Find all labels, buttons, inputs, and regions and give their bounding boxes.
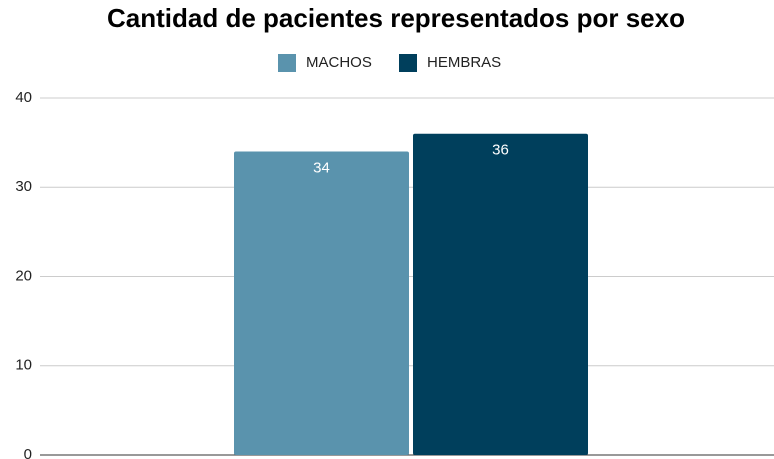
data-label: 34 — [313, 160, 330, 177]
bar — [234, 151, 409, 456]
y-tick-label: 30 — [15, 178, 32, 195]
legend-swatch — [278, 54, 296, 72]
legend-label: MACHOS — [306, 54, 372, 71]
bar — [413, 133, 588, 455]
legend-label: HEMBRAS — [427, 54, 501, 71]
y-tick-label: 40 — [15, 89, 32, 106]
y-tick-label: 10 — [15, 357, 32, 374]
y-tick-label: 20 — [15, 267, 32, 284]
y-tick-label: 0 — [24, 446, 32, 459]
legend-swatch — [399, 54, 417, 72]
chart-title: Cantidad de pacientes representados por … — [107, 3, 685, 33]
data-label: 36 — [492, 142, 509, 159]
